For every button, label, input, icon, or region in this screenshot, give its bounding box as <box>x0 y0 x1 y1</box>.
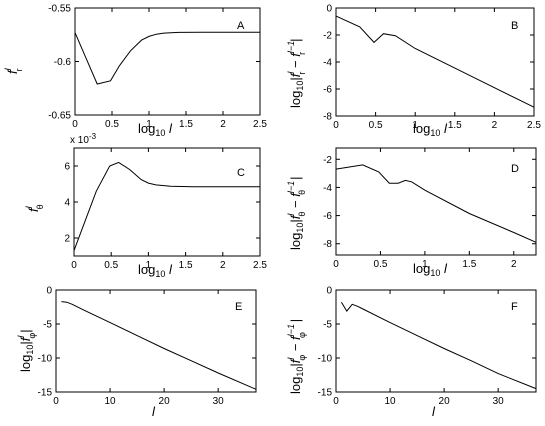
panel-b-letter: B <box>511 20 518 32</box>
panel-a-series-line <box>74 31 260 85</box>
panel-d: 0 0.5 1 1.5 2 -8 -6 -4 -2 D log10|flθ − fl−1θ| l… <box>286 147 537 278</box>
panel-c-xtick-label: 0.5 <box>104 260 118 271</box>
panel-e-frame <box>55 289 257 393</box>
panel-b-ytick-label: -2 <box>323 31 332 42</box>
panel-a-xtick-label: 2 <box>220 119 226 130</box>
panel-e-letter: E <box>235 301 242 313</box>
panel-a-ytick-label: -0.65 <box>48 111 71 122</box>
panel-f-letter: F <box>511 301 518 313</box>
panel-f-ytick-label: -10 <box>318 354 333 365</box>
panel-f-ytick-label: 0 <box>326 286 332 297</box>
panel-b-ytick-label: 0 <box>326 4 332 15</box>
panel-c-ytick-label: 6 <box>64 162 70 173</box>
panel-b-ytick-label: -4 <box>323 58 332 69</box>
panel-e-plot: 0 10 20 30 -15 -10 -5 0 <box>38 286 257 407</box>
panel-f: 0 10 20 30 -15 -10 -5 0 F log10|flφ − fl−1φ| l <box>286 286 537 419</box>
panel-a-letter: A <box>237 20 245 32</box>
panel-c-series-line <box>73 161 260 251</box>
panel-d-series-line <box>335 164 537 243</box>
panel-b-ytick-label: -6 <box>323 85 332 96</box>
panel-d-ytick-label: -4 <box>323 183 332 194</box>
panel-d-frame <box>335 147 537 256</box>
panel-d-xlabel: log10 l <box>413 261 448 278</box>
panel-f-series-line <box>340 301 537 390</box>
panel-c-ylabel: flθ <box>24 204 45 212</box>
panel-c-letter: C <box>237 167 245 179</box>
panel-b: 0 0.5 1 1.5 2 2.5 -8 -6 -4 -2 0 B log10|flr − fl−1… <box>286 4 541 139</box>
panel-c-xtick-label: 2 <box>220 260 226 271</box>
panel-b-xtick-label: 2.5 <box>527 120 541 131</box>
panel-f-xtick-label: 0 <box>333 396 339 407</box>
panel-c-xtick-label: 2.5 <box>253 260 267 271</box>
panel-b-plot: 0 0.5 1 1.5 2 2.5 -8 -6 -4 -2 0 <box>323 4 541 132</box>
panel-b-xtick-label: 1 <box>412 120 418 131</box>
panel-d-xtick-label: 0.5 <box>373 259 387 270</box>
panel-e-ytick-label: -5 <box>43 320 52 331</box>
panel-a: 0 0.5 1 1.5 2 2.5 -0.65 -0.6 -0.55 A flr log10 l <box>3 4 267 139</box>
panel-f-ytick-label: -15 <box>318 388 333 399</box>
panel-a-ytick-label: -0.6 <box>54 57 72 68</box>
panel-a-xlabel: log10 l <box>138 121 173 138</box>
panel-b-ytick-label: -8 <box>323 112 332 123</box>
panel-c-plot: 0 0.5 1 1.5 2 2.5 2 4 6 <box>64 147 267 271</box>
panel-f-ylabel: log10|flφ − fl−1φ| <box>286 319 307 394</box>
panel-a-frame <box>74 7 261 116</box>
panel-f-plot: 0 10 20 30 -15 -10 -5 0 <box>318 286 537 407</box>
panel-f-xtick-label: 10 <box>384 396 396 407</box>
panel-b-series-line <box>335 15 535 108</box>
panel-d-plot: 0 0.5 1 1.5 2 -8 -6 -4 -2 <box>323 147 537 270</box>
panel-c-xtick-label: 0 <box>71 260 77 271</box>
panel-e-xtick-label: 10 <box>104 396 116 407</box>
panel-b-xtick-label: 0 <box>333 120 339 131</box>
panel-c-ytick-label: 2 <box>64 234 70 245</box>
panel-a-xtick-label: 0.5 <box>105 119 119 130</box>
panel-d-ylabel: log10|flθ − fl−1θ| <box>286 176 307 250</box>
panel-d-ytick-label: -6 <box>323 211 332 222</box>
panel-e-xtick-label: 20 <box>159 396 171 407</box>
panel-e-ytick-label: -10 <box>38 354 53 365</box>
panel-c-frame <box>73 147 261 257</box>
panel-a-ytick-label: -0.55 <box>48 4 71 15</box>
panel-d-letter: D <box>511 163 519 175</box>
panel-a-xtick-label: 1 <box>146 119 152 130</box>
panel-a-xtick-label: 0 <box>72 119 78 130</box>
panel-b-xtick-label: 1.5 <box>448 120 462 131</box>
panel-e-series-line <box>61 301 257 390</box>
panel-c-xtick-label: 1.5 <box>179 260 193 271</box>
panel-d-xtick-label: 0 <box>333 259 339 270</box>
panel-f-xtick-label: 20 <box>439 396 451 407</box>
panel-b-xlabel: log10 l <box>413 121 448 138</box>
panel-f-frame <box>335 289 537 393</box>
panel-e: 0 10 20 30 -15 -10 -5 0 E log10|flφ| l <box>16 286 257 419</box>
panel-a-plot: 0 0.5 1 1.5 2 2.5 -0.65 -0.6 -0.55 <box>48 4 267 131</box>
panel-b-xtick-label: 0.5 <box>369 120 383 131</box>
panel-e-ytick-label: -15 <box>38 388 53 399</box>
panel-b-frame <box>335 7 535 117</box>
panel-b-ylabel: log10|flr − fl−1r| <box>286 39 307 109</box>
panel-e-xtick-label: 30 <box>213 396 225 407</box>
panel-e-ytick-label: 0 <box>46 286 52 297</box>
panel-d-xtick-label: 1 <box>422 259 428 270</box>
panel-c-xtick-label: 1 <box>146 260 152 271</box>
panel-b-xtick-label: 2 <box>492 120 498 131</box>
panel-d-ytick-label: -8 <box>323 239 332 250</box>
panel-f-ytick-label: -5 <box>323 320 332 331</box>
panel-e-ylabel: log10|flφ| <box>16 329 37 372</box>
panel-f-xtick-label: 30 <box>493 396 505 407</box>
panel-e-xtick-label: 0 <box>53 396 59 407</box>
panel-c-xlabel: log10 l <box>138 262 173 279</box>
panel-c-ytick-label: 4 <box>64 198 70 209</box>
panel-d-xtick-label: 1.5 <box>462 259 476 270</box>
panel-d-xtick-label: 2 <box>511 259 517 270</box>
panel-f-xlabel: l <box>432 404 436 419</box>
panel-a-ylabel: flr <box>3 67 24 74</box>
panel-c: 0 0.5 1 1.5 2 2.5 2 4 6 C x 10-3 flθ log10 l <box>24 132 267 279</box>
panel-c-multiplier: x 10-3 <box>70 132 97 146</box>
panel-e-xlabel: l <box>152 404 156 419</box>
panel-a-xtick-label: 2.5 <box>253 119 267 130</box>
panel-d-ytick-label: -2 <box>323 155 332 166</box>
panel-a-xtick-label: 1.5 <box>179 119 193 130</box>
